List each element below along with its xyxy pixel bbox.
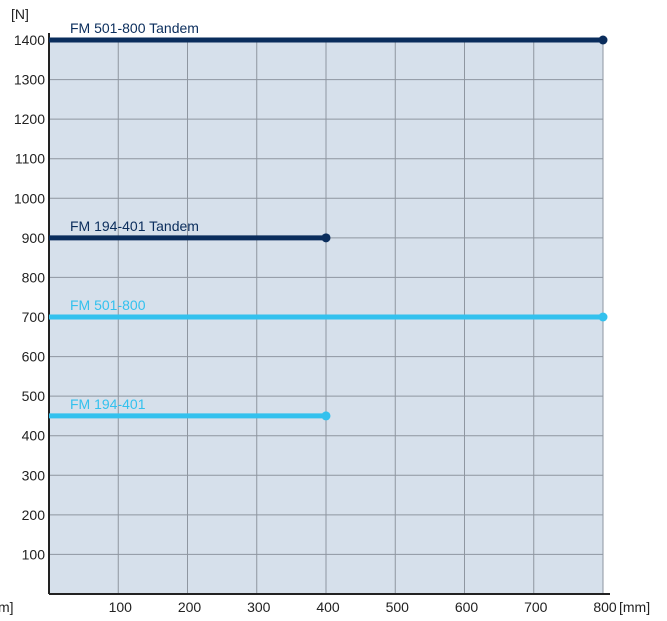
series-endpoint bbox=[598, 35, 608, 45]
y-tick-label: 300 bbox=[22, 467, 46, 483]
x-tick-labels: 100 200 300 400 500 600 700 800 bbox=[109, 599, 617, 615]
x-tick-label: 600 bbox=[455, 599, 479, 615]
y-tick-label: 200 bbox=[22, 507, 46, 523]
y-tick-label: 1300 bbox=[14, 72, 45, 88]
y-tick-label: 1200 bbox=[14, 111, 45, 127]
axes bbox=[48, 33, 610, 595]
series-endpoint bbox=[598, 312, 608, 322]
series-group: FM 501-800 Tandem FM 194-401 Tandem FM 501… bbox=[49, 20, 608, 421]
series-label: FM 194-401 bbox=[70, 396, 146, 412]
x-tick-label: 200 bbox=[178, 599, 202, 615]
series-endpoint bbox=[321, 411, 331, 421]
y-tick-label: 1000 bbox=[14, 190, 45, 206]
x-axis-unit: [mm] bbox=[619, 599, 650, 615]
y-tick-label: 1400 bbox=[14, 32, 45, 48]
y-tick-labels: 100 200 300 400 500 600 700 800 900 1000 1100 1200 1… bbox=[14, 32, 45, 562]
y-axis-unit: [N] bbox=[11, 6, 29, 22]
x-axis-unit-left: m] bbox=[0, 599, 14, 615]
series-label: FM 501-800 bbox=[70, 297, 146, 313]
y-tick-label: 600 bbox=[22, 349, 46, 365]
x-tick-label: 100 bbox=[109, 599, 133, 615]
x-tick-label: 400 bbox=[316, 599, 340, 615]
series-label: FM 501-800 Tandem bbox=[70, 20, 199, 36]
series-label: FM 194-401 Tandem bbox=[70, 218, 199, 234]
y-tick-label: 1100 bbox=[15, 151, 45, 167]
x-tick-label: 300 bbox=[247, 599, 271, 615]
y-tick-label: 700 bbox=[22, 309, 46, 325]
y-tick-label: 500 bbox=[22, 388, 46, 404]
x-tick-label: 700 bbox=[524, 599, 548, 615]
y-tick-label: 400 bbox=[22, 428, 46, 444]
x-tick-label: 500 bbox=[386, 599, 410, 615]
x-tick-label: 800 bbox=[593, 599, 617, 615]
y-tick-label: 100 bbox=[22, 546, 46, 562]
y-tick-label: 900 bbox=[22, 230, 46, 246]
y-tick-label: 800 bbox=[22, 269, 46, 285]
series-endpoint bbox=[321, 233, 331, 243]
